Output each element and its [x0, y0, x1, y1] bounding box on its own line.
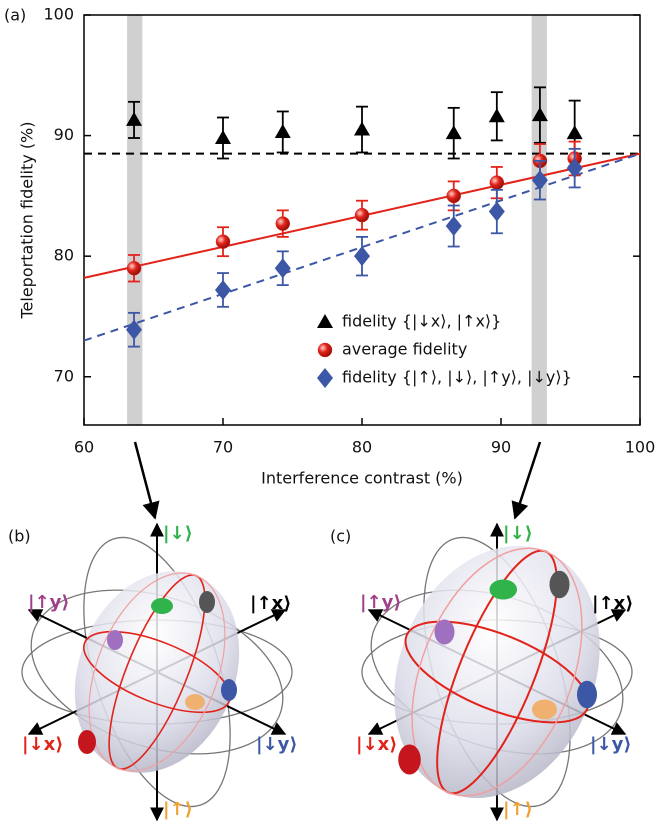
marker: [445, 125, 462, 140]
marker: [274, 123, 291, 138]
panel-label: (c): [330, 527, 351, 546]
arrow: [511, 441, 542, 520]
legend-label: average fidelity: [342, 340, 467, 359]
marker: [126, 260, 142, 276]
arrow: [133, 441, 160, 520]
panel-label: (a): [4, 6, 26, 25]
marker: [215, 130, 231, 144]
x-tick-label: 60: [74, 438, 94, 457]
marker: [274, 258, 291, 279]
marker: [126, 319, 143, 340]
marker: [215, 234, 231, 249]
marker: [275, 216, 291, 231]
state-label: |↓y⟩: [590, 734, 632, 755]
marker: [126, 111, 143, 126]
y-tick-label: 100: [43, 5, 74, 24]
marker: [531, 107, 548, 122]
state-label: |↑⟩: [503, 799, 533, 820]
marker: [488, 201, 505, 222]
marker: [354, 121, 370, 136]
state-label: |↓x⟩: [22, 734, 64, 755]
legend-marker: [317, 314, 333, 328]
highlight-band: [127, 15, 143, 425]
x-tick-label: 80: [352, 438, 372, 457]
panel-label: (b): [8, 527, 31, 546]
state-label: |↑⟩: [163, 799, 193, 820]
marker: [489, 175, 505, 190]
legend-item: fidelity {|↑⟩, |↓⟩, |↑y⟩, |↓y⟩}: [317, 368, 572, 388]
marker: [446, 188, 461, 204]
bloch-sphere-b: (b) |↓⟩ |↑x⟩ |↑y⟩ |↓x⟩ |↓y⟩ |↑⟩: [8, 520, 304, 823]
marker: [354, 246, 370, 267]
state-label: |↓⟩: [503, 523, 533, 544]
y-tick-label: 90: [54, 125, 74, 144]
marker: [566, 158, 583, 179]
x-tick-label: 70: [213, 438, 233, 457]
x-axis-label: Interference contrast (%): [261, 469, 463, 488]
state-label: |↓⟩: [163, 523, 193, 544]
state-label: |↑y⟩: [28, 592, 70, 613]
state-label: |↑x⟩: [592, 593, 634, 614]
plot-a: (a) 70 80 90 100 60 70 80 90 100 Interference cont…: [4, 5, 655, 488]
state-label: |↓x⟩: [356, 734, 398, 755]
legend-marker: [317, 342, 333, 358]
state-label: |↓y⟩: [256, 734, 298, 755]
highlight-band: [531, 15, 547, 425]
x-tick-label: 90: [491, 438, 511, 457]
legend-item: average fidelity: [317, 340, 467, 359]
bloch-sphere-c: (c) |↓⟩ |↑x⟩ |↑y⟩ |↓x⟩ |↓y⟩ |↑⟩: [330, 513, 644, 823]
y-axis-label: Teleportation fidelity (%): [18, 121, 37, 319]
marker: [531, 170, 548, 191]
marker: [488, 108, 505, 123]
state-label: |↑y⟩: [360, 592, 402, 613]
y-tick-label: 70: [54, 366, 74, 385]
marker: [445, 216, 462, 237]
legend-label: fidelity {|↑⟩, |↓⟩, |↑y⟩, |↓y⟩}: [342, 368, 572, 387]
marker: [354, 207, 370, 223]
marker: [215, 279, 231, 300]
x-tick-label: 100: [625, 438, 656, 457]
legend-label: fidelity {|↓x⟩, |↑x⟩}: [342, 312, 501, 331]
marker: [566, 125, 583, 140]
y-tick-label: 80: [54, 246, 74, 265]
legend-marker: [317, 368, 333, 388]
legend-item: fidelity {|↓x⟩, |↑x⟩}: [317, 312, 501, 331]
state-label: |↑x⟩: [250, 593, 292, 614]
